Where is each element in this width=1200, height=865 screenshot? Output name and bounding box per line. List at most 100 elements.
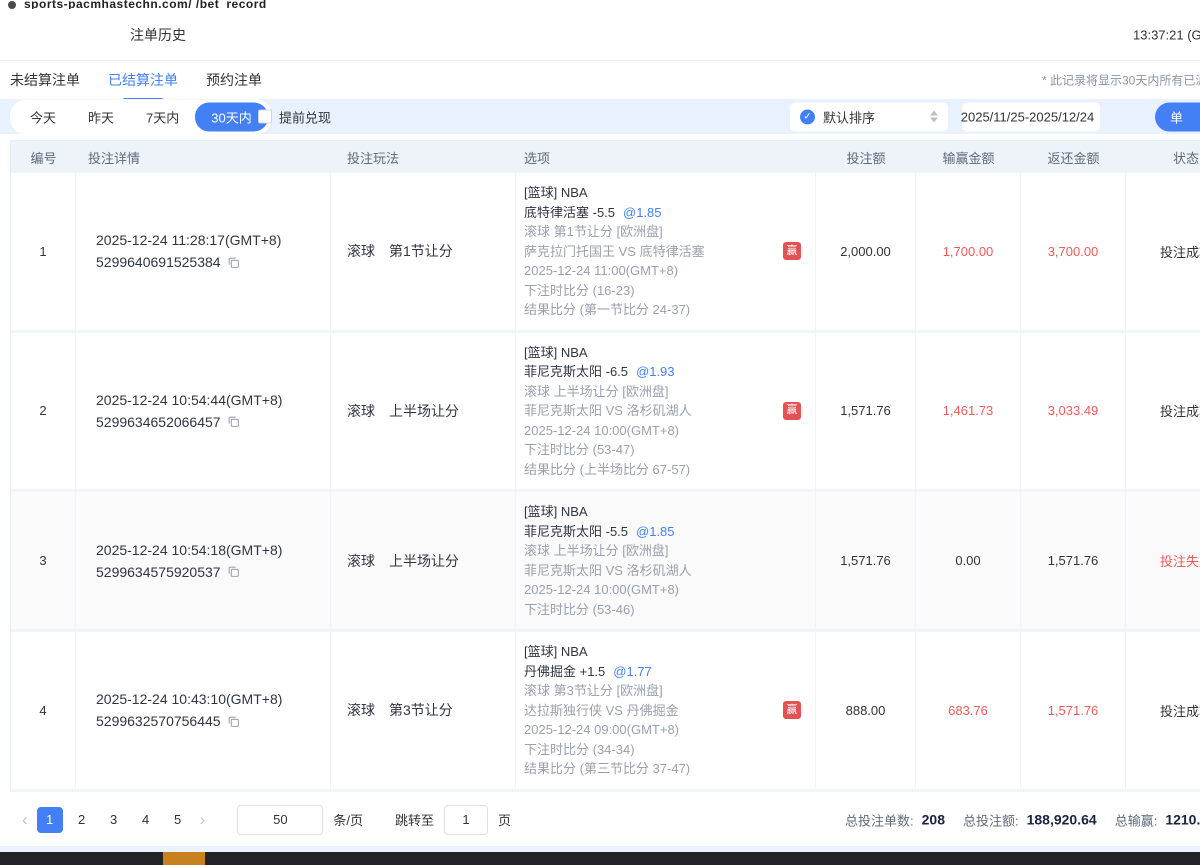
match-time-line: 2025-12-24 11:00(GMT+8) xyxy=(524,263,679,278)
filter-7days-button[interactable]: 7天内 xyxy=(130,102,195,131)
total-amount-value: 188,920.64 xyxy=(1026,811,1097,828)
match-line: 达拉斯独行侠 VS 丹佛掘金 xyxy=(524,702,679,718)
favicon xyxy=(8,1,16,9)
result-score-line: 结果比分 (第三节比分 37-47) xyxy=(524,761,691,776)
row-number: 2 xyxy=(11,332,76,489)
win-badge: 赢 xyxy=(783,401,801,420)
bet-score-line: 下注时比分 (34-34) xyxy=(524,741,635,757)
totals-summary: 总投注单数: 208 总投注额: 188,920.64 总输赢: 1210.8 xyxy=(845,810,1200,829)
page-button-1[interactable]: 1 xyxy=(36,806,63,833)
pick-line: 菲尼克斯太阳 -6.5 xyxy=(524,364,629,379)
league-line: [篮球] NBA xyxy=(524,644,588,659)
date-range-value: 2025/11/25-2025/12/24 xyxy=(960,109,1095,124)
tab-settled[interactable]: 已结算注单 xyxy=(108,66,178,94)
total-amount-label: 总投注额: xyxy=(962,813,1019,828)
page-button-2[interactable]: 2 xyxy=(69,807,95,833)
bet-amount: 1,571.76 xyxy=(816,332,916,489)
total-count-value: 208 xyxy=(921,811,945,828)
winloss-amount: 1,461.73 xyxy=(916,332,1021,489)
play-mode: 滚球 xyxy=(347,402,375,419)
bet-detail-cell: 2025-12-24 10:54:44(GMT+8) 52996346520664… xyxy=(76,332,331,489)
page-button-3[interactable]: 3 xyxy=(101,807,127,833)
jump-suffix-label: 页 xyxy=(497,813,511,828)
table-footer: ‹ 1 2 3 4 5 › 条/页 跳转至 页 总投注单数: 208 总投注额:… xyxy=(0,791,1200,848)
early-cashout-checkbox[interactable] xyxy=(258,109,272,124)
prev-page-button[interactable]: ‹ xyxy=(16,810,34,830)
tab-unsettled[interactable]: 未结算注单 xyxy=(10,72,80,88)
col-header-amount: 投注额 xyxy=(846,150,886,166)
bet-score-line: 下注时比分 (16-23) xyxy=(524,282,635,298)
match-line: 菲尼克斯太阳 VS 洛杉矶湖人 xyxy=(524,562,692,578)
sort-select[interactable]: ✓ 默认排序 xyxy=(790,102,948,131)
early-cashout-label: 提前兑现 xyxy=(279,110,332,125)
jump-to-label: 跳转至 xyxy=(394,813,434,828)
filter-bar: 今天 昨天 7天内 30天内 提前兑现 ✓ 默认排序 2025/11/25-20… xyxy=(0,99,1200,134)
jump-page-input[interactable] xyxy=(443,804,488,835)
copy-icon[interactable] xyxy=(227,415,240,428)
bet-id: 5299640691525384 xyxy=(96,254,221,271)
copy-icon[interactable] xyxy=(227,565,240,578)
bet-score-line: 下注时比分 (53-46) xyxy=(524,601,635,617)
play-type-cell: 滚球 上半场让分 xyxy=(331,332,516,489)
win-badge: 赢 xyxy=(783,242,801,261)
league-line: [篮球] NBA xyxy=(524,344,588,360)
filter-30days-button[interactable]: 30天内 xyxy=(195,102,268,131)
match-line: 萨克拉门托国王 VS 底特律活塞 xyxy=(524,243,705,259)
col-header-option: 选项 xyxy=(524,150,551,166)
match-time-line: 2025-12-24 09:00(GMT+8) xyxy=(524,722,680,737)
table-row: 3 2025-12-24 10:54:18(GMT+8) 5299634575920… xyxy=(11,492,1200,632)
pick-line: 丹佛掘金 +1.5 xyxy=(524,663,606,679)
filter-yesterday-button[interactable]: 昨天 xyxy=(72,102,130,131)
winloss-amount: 1,700.00 xyxy=(916,173,1021,330)
odds-value: @1.85 xyxy=(636,523,675,539)
page-title: 注单历史 xyxy=(130,26,186,43)
page-button-5[interactable]: 5 xyxy=(165,807,191,833)
match-time-line: 2025-12-24 10:00(GMT+8) xyxy=(524,422,680,438)
bet-score-line: 下注时比分 (53-47) xyxy=(524,442,635,457)
table-row: 2 2025-12-24 10:54:44(GMT+8) 5299634652066… xyxy=(11,332,1200,492)
bet-detail-cell: 2025-12-24 10:43:10(GMT+8) 52996325707564… xyxy=(76,632,331,789)
market-line: 滚球 上半场让分 [欧洲盘] xyxy=(524,543,669,558)
market-line: 滚球 第3节让分 [欧洲盘] xyxy=(524,683,663,698)
play-option: 上半场让分 xyxy=(389,402,459,419)
col-header-status: 状态 xyxy=(1172,150,1199,166)
next-page-button[interactable]: › xyxy=(194,810,212,830)
returned-amount: 3,700.00 xyxy=(1021,173,1126,330)
odds-value: @1.77 xyxy=(613,663,652,679)
play-mode: 滚球 xyxy=(347,243,375,260)
query-button[interactable]: 单 xyxy=(1155,102,1200,131)
bet-time: 2025-12-24 10:54:18(GMT+8) xyxy=(96,541,283,558)
early-cashout-checkbox-group[interactable]: 提前兑现 xyxy=(258,107,331,126)
pick-line: 底特律活塞 -5.5 xyxy=(524,204,616,220)
copy-icon[interactable] xyxy=(227,256,240,269)
total-winloss-value: 1210.8 xyxy=(1165,811,1200,828)
option-cell: [篮球] NBA 菲尼克斯太阳 -6.5 @1.93 滚球 上半场让分 [欧洲盘] 菲尼… xyxy=(516,332,816,489)
sort-select-value: 默认排序 xyxy=(823,110,876,125)
table-row: 1 2025-12-24 11:28:17(GMT+8) 5299640691525… xyxy=(11,173,1200,333)
page-button-4[interactable]: 4 xyxy=(133,807,159,833)
bet-time: 2025-12-24 11:28:17(GMT+8) xyxy=(96,232,282,249)
bet-id: 5299634575920537 xyxy=(96,563,221,580)
col-header-detail: 投注详情 xyxy=(88,150,141,166)
copy-icon[interactable] xyxy=(227,715,240,728)
play-type-cell: 滚球 上半场让分 xyxy=(331,492,516,629)
table-row: 4 2025-12-24 10:43:10(GMT+8) 5299632570756… xyxy=(11,632,1200,792)
result-score-line: 结果比分 (上半场比分 67-57) xyxy=(524,461,691,477)
taskbar-active-item[interactable] xyxy=(163,852,205,865)
page-header: 注单历史 13:37:21 (GMT+8) xyxy=(0,9,1200,61)
bottom-strip xyxy=(0,846,1200,852)
date-range-picker[interactable]: 2025/11/25-2025/12/24 xyxy=(960,102,1100,131)
market-line: 滚球 上半场让分 [欧洲盘] xyxy=(524,383,669,399)
status-text: 投注成功 xyxy=(1159,703,1200,719)
play-mode: 滚球 xyxy=(347,702,375,719)
col-header-returned: 返还金额 xyxy=(1047,150,1100,166)
bet-amount: 2,000.00 xyxy=(816,173,916,330)
bet-amount: 1,571.76 xyxy=(816,492,916,629)
tab-reserved[interactable]: 预约注单 xyxy=(206,72,262,88)
browser-tab-strip: sports-pacmhastechn.com/ /bet_record xyxy=(0,0,1200,9)
odds-value: @1.93 xyxy=(636,364,675,379)
page-size-input[interactable] xyxy=(237,804,324,835)
play-mode: 滚球 xyxy=(347,552,375,569)
filter-today-button[interactable]: 今天 xyxy=(14,102,72,131)
pick-line: 菲尼克斯太阳 -5.5 xyxy=(524,523,629,539)
